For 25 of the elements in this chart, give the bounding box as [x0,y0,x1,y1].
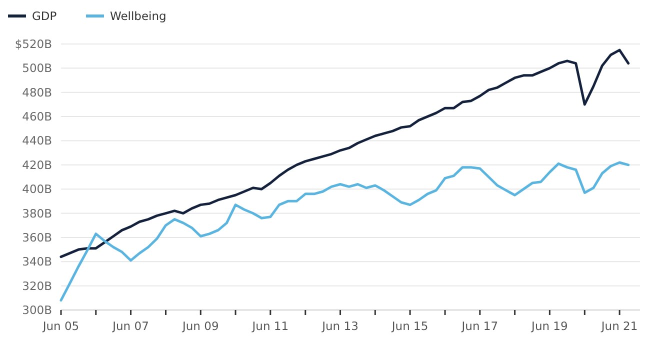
y-tick-label: 360B [22,230,52,244]
y-tick-label: 400B [22,182,52,196]
line-series [60,161,630,302]
x-tick-label: Jun 07 [112,319,149,333]
y-tick-label: 420B [22,158,52,172]
y-tick-label: 460B [22,110,52,124]
y-tick-label: 480B [22,85,52,100]
x-tick-label: Jun 17 [460,319,498,333]
y-tick-label: $520B [14,37,52,51]
line-series [60,48,630,258]
legend-label: GDP [32,9,57,23]
y-tick-label: 300B [22,303,52,317]
y-tick-label: 380B [22,206,52,220]
x-tick-label: Jun 05 [42,319,80,333]
x-tick-label: Jun 21 [600,319,638,333]
x-tick-label: Jun 11 [251,319,289,333]
y-tick-label: 440B [22,134,52,148]
x-tick-label: Jun 19 [530,319,568,333]
x-tick-label: Jun 13 [321,319,358,333]
y-tick-label: 320B [22,278,52,293]
x-tick-label: Jun 09 [182,319,219,333]
x-tick-label: Jun 15 [390,319,428,333]
y-tick-label: 340B [22,254,52,269]
y-tick-label: 500B [22,61,52,76]
legend-label: Wellbeing [110,9,166,23]
